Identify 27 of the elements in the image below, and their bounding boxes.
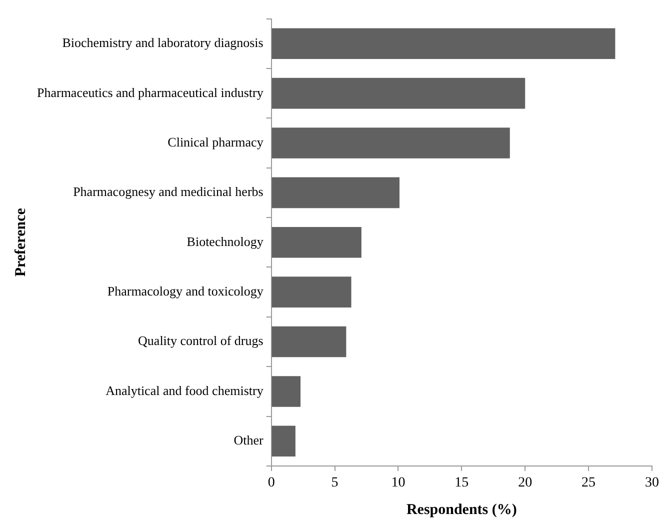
x-axis-title: Respondents (%) — [406, 502, 517, 518]
x-tick-label: 15 — [454, 476, 469, 491]
y-axis-title: Preference — [12, 208, 29, 277]
x-tick-label: 0 — [268, 476, 275, 491]
y-tick-label: Biochemistry and laboratory diagnosis — [62, 35, 264, 50]
y-tick-label: Pharmacognesy and medicinal herbs — [73, 184, 264, 200]
y-tick-label: Pharmacology and toxicology — [107, 284, 264, 299]
y-tick-label: Quality control of drugs — [138, 333, 264, 348]
x-tick-label: 20 — [518, 476, 532, 491]
y-tick-label: Clinical pharmacy — [168, 134, 264, 150]
bar — [272, 78, 526, 109]
bar — [272, 376, 301, 407]
x-tick-label: 25 — [582, 476, 596, 491]
bar — [272, 177, 400, 208]
bar — [272, 426, 296, 457]
x-tick-label: 5 — [331, 476, 338, 491]
x-tick-label: 30 — [645, 476, 659, 491]
bar — [272, 128, 510, 158]
x-tick-label: 10 — [391, 476, 406, 491]
bar — [272, 326, 346, 358]
y-tick-label: Biotechnology — [186, 234, 264, 249]
bar — [272, 28, 616, 60]
y-tick-label: Analytical and food chemistry — [106, 382, 264, 398]
bar — [272, 226, 362, 258]
y-tick-label: Pharmaceutics and pharmaceutical industry — [36, 84, 264, 100]
y-tick-label: Other — [234, 432, 264, 448]
bar — [272, 276, 352, 308]
